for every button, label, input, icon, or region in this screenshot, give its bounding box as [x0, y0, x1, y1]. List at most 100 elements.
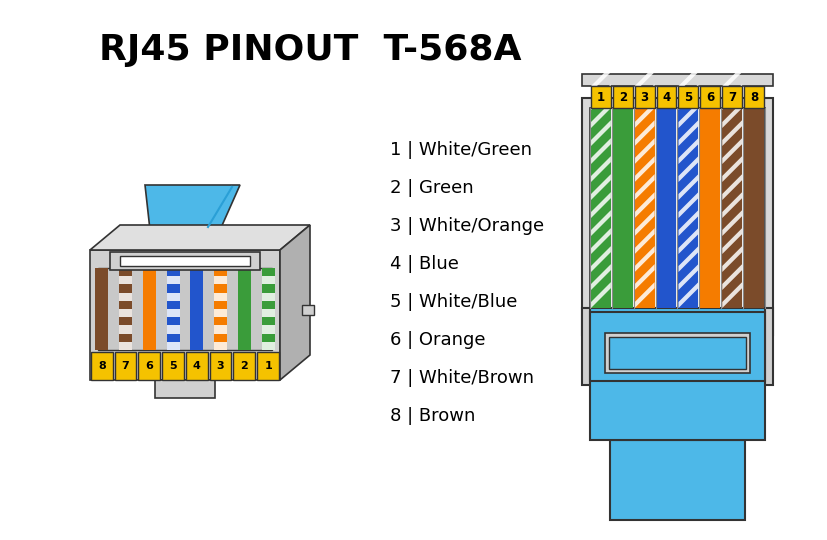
Polygon shape: [677, 228, 697, 254]
Bar: [166, 326, 179, 334]
Polygon shape: [590, 156, 610, 182]
Polygon shape: [677, 174, 697, 200]
Bar: [590, 312, 764, 381]
Bar: [214, 276, 227, 285]
Bar: [302, 305, 313, 315]
Text: 5: 5: [169, 361, 177, 371]
Text: 3: 3: [640, 91, 648, 104]
Bar: [656, 108, 676, 308]
Bar: [186, 352, 208, 380]
Text: 3 | White/Orange: 3 | White/Orange: [390, 217, 543, 235]
Bar: [605, 333, 749, 373]
Bar: [119, 268, 132, 350]
Polygon shape: [677, 138, 697, 164]
Polygon shape: [721, 282, 741, 308]
Bar: [609, 337, 745, 369]
Polygon shape: [590, 66, 610, 92]
Bar: [119, 309, 132, 317]
Bar: [214, 293, 227, 301]
Bar: [143, 268, 155, 350]
Bar: [120, 256, 250, 266]
Polygon shape: [634, 102, 654, 128]
Text: 1: 1: [264, 361, 272, 371]
Bar: [612, 86, 632, 108]
Polygon shape: [590, 102, 610, 128]
Text: 4: 4: [662, 91, 670, 104]
Bar: [138, 352, 160, 380]
Polygon shape: [721, 120, 741, 146]
Bar: [190, 268, 203, 350]
Polygon shape: [280, 225, 309, 380]
Text: 7 | White/Brown: 7 | White/Brown: [390, 369, 533, 387]
Polygon shape: [677, 246, 697, 272]
Bar: [166, 268, 179, 350]
Bar: [743, 86, 763, 108]
Polygon shape: [721, 138, 741, 164]
Text: 5 | White/Blue: 5 | White/Blue: [390, 293, 517, 311]
Text: 6: 6: [705, 91, 714, 104]
Bar: [581, 98, 772, 335]
Text: 3: 3: [217, 361, 224, 371]
Bar: [261, 293, 275, 301]
Text: 7: 7: [727, 91, 735, 104]
Bar: [743, 108, 763, 308]
Text: 8: 8: [749, 91, 758, 104]
Polygon shape: [90, 225, 309, 250]
Bar: [214, 326, 227, 334]
Polygon shape: [590, 264, 610, 290]
Bar: [119, 276, 132, 285]
Polygon shape: [677, 210, 697, 236]
Bar: [257, 352, 279, 380]
Bar: [261, 268, 275, 350]
Text: 4: 4: [193, 361, 201, 371]
Bar: [155, 380, 215, 398]
Bar: [634, 108, 654, 308]
Bar: [656, 86, 676, 108]
Polygon shape: [634, 228, 654, 254]
Text: 8: 8: [98, 361, 106, 371]
Text: 5: 5: [683, 91, 691, 104]
Bar: [590, 308, 764, 440]
Polygon shape: [590, 84, 610, 110]
Polygon shape: [721, 84, 741, 110]
Polygon shape: [634, 282, 654, 308]
Bar: [91, 352, 112, 380]
Bar: [261, 309, 275, 317]
Text: 2: 2: [240, 361, 248, 371]
Bar: [721, 86, 741, 108]
Text: 6: 6: [146, 361, 153, 371]
Bar: [166, 342, 179, 350]
Polygon shape: [677, 84, 697, 110]
Polygon shape: [677, 192, 697, 218]
Polygon shape: [721, 210, 741, 236]
Bar: [233, 352, 255, 380]
Bar: [590, 108, 610, 308]
Text: 7: 7: [122, 361, 129, 371]
Bar: [214, 268, 227, 350]
Bar: [214, 342, 227, 350]
Bar: [700, 108, 719, 308]
Bar: [581, 308, 772, 385]
Polygon shape: [590, 210, 610, 236]
Bar: [110, 252, 260, 270]
Polygon shape: [721, 174, 741, 200]
Bar: [119, 342, 132, 350]
Bar: [95, 268, 108, 350]
Polygon shape: [721, 264, 741, 290]
Text: 1 | White/Green: 1 | White/Green: [390, 141, 532, 159]
Text: RJ45 PINOUT  T-568A: RJ45 PINOUT T-568A: [98, 33, 521, 67]
Polygon shape: [634, 84, 654, 110]
Polygon shape: [634, 210, 654, 236]
Bar: [609, 440, 744, 520]
Polygon shape: [721, 192, 741, 218]
Bar: [581, 74, 772, 86]
Polygon shape: [677, 66, 697, 92]
Bar: [612, 108, 632, 308]
Polygon shape: [721, 66, 741, 92]
Polygon shape: [90, 250, 280, 380]
Bar: [115, 352, 136, 380]
Text: 4 | Blue: 4 | Blue: [390, 255, 458, 273]
Text: 1: 1: [596, 91, 605, 104]
Bar: [166, 293, 179, 301]
Polygon shape: [721, 228, 741, 254]
